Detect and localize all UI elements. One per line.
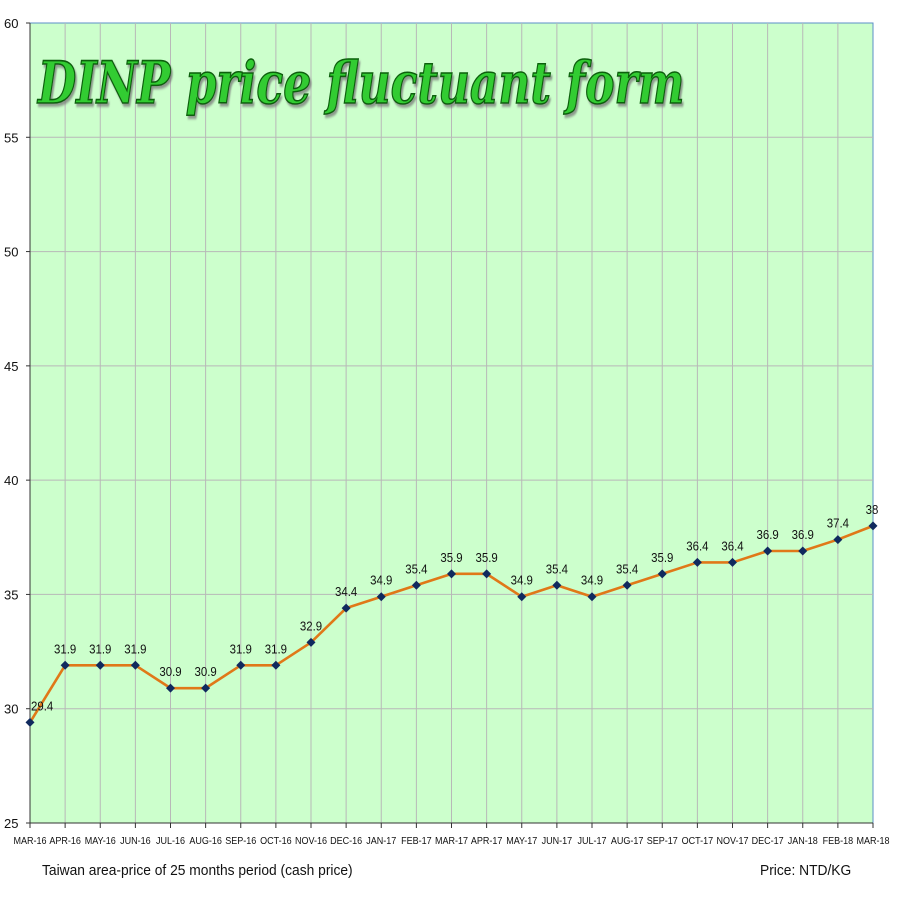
- x-tick-label: FEB-17: [401, 835, 432, 847]
- data-point-marker: [622, 580, 632, 590]
- data-point-marker: [341, 603, 351, 613]
- x-tick-label: APR-16: [49, 835, 81, 847]
- x-tick-label: MAY-16: [85, 835, 117, 847]
- x-tick-label: NOV-17: [716, 835, 748, 847]
- data-label: 35.9: [651, 550, 673, 565]
- x-tick-label: JUN-17: [542, 835, 573, 847]
- x-tick-label: JAN-18: [788, 835, 819, 847]
- data-point-marker: [517, 592, 527, 602]
- gridlines: [30, 23, 873, 823]
- y-tick-label: 50: [4, 245, 18, 260]
- x-tick-label: JUN-16: [120, 835, 151, 847]
- data-point-marker: [236, 660, 246, 670]
- x-tick-label: NOV-16: [295, 835, 328, 847]
- x-tick-label: MAR-16: [13, 835, 47, 847]
- data-label: 36.9: [792, 527, 814, 542]
- data-label: 32.9: [300, 619, 322, 634]
- data-label: 35.9: [476, 550, 498, 565]
- x-tick-label: AUG-16: [189, 835, 222, 847]
- data-point-marker: [692, 557, 702, 567]
- data-label: 31.9: [124, 642, 146, 657]
- x-tick-label: JUL-16: [156, 835, 186, 847]
- x-tick-label: OCT-16: [260, 835, 292, 847]
- x-tick-label: JAN-17: [366, 835, 396, 847]
- data-label: 31.9: [265, 642, 287, 657]
- data-point-marker: [833, 535, 843, 545]
- data-label: 31.9: [230, 642, 252, 657]
- y-tick-label: 55: [4, 130, 18, 145]
- data-point-marker: [868, 521, 878, 531]
- x-tick-label: DEC-17: [752, 835, 784, 847]
- data-point-marker: [798, 546, 808, 556]
- footer-note-left: Taiwan area-price of 25 months period (c…: [42, 862, 353, 879]
- data-label: 31.9: [89, 642, 111, 657]
- data-label: 37.4: [827, 516, 849, 531]
- data-label: 35.4: [546, 562, 568, 577]
- x-tick-label: MAY-17: [506, 835, 537, 847]
- data-label: 36.4: [686, 539, 708, 554]
- data-point-marker: [306, 637, 316, 647]
- y-tick-label: 30: [4, 702, 18, 717]
- x-tick-label: MAR-18: [856, 835, 890, 847]
- x-tick-label: FEB-18: [823, 835, 854, 847]
- y-tick-label: 60: [4, 16, 18, 31]
- data-point-marker: [657, 569, 667, 579]
- data-point-marker: [60, 660, 70, 670]
- data-point-marker: [587, 592, 597, 602]
- data-label: 34.4: [335, 584, 357, 599]
- data-label: 35.4: [405, 562, 427, 577]
- chart-title: DINP price fluctuant form: [36, 50, 684, 118]
- data-point-marker: [130, 660, 140, 670]
- data-point-marker: [552, 580, 562, 590]
- data-point-marker: [482, 569, 492, 579]
- y-tick-label: 45: [4, 359, 18, 374]
- series-dinp-price: [25, 521, 878, 727]
- data-label: 29.4: [31, 699, 53, 714]
- data-point-marker: [376, 592, 386, 602]
- x-tick-label: AUG-17: [611, 835, 644, 847]
- data-label: 34.9: [370, 573, 392, 588]
- y-tick-label: 35: [4, 587, 18, 602]
- data-label: 36.9: [757, 527, 779, 542]
- x-tick-label: DEC-16: [330, 835, 363, 847]
- x-tick-label: APR-17: [471, 835, 503, 847]
- data-label: 30.9: [159, 664, 181, 679]
- x-tick-label: SEP-16: [225, 835, 257, 847]
- data-point-marker: [271, 660, 281, 670]
- x-tick-label: JUL-17: [577, 835, 606, 847]
- data-label: 31.9: [54, 642, 76, 657]
- data-point-marker: [763, 546, 773, 556]
- data-point-marker: [25, 717, 35, 727]
- data-label: 34.9: [511, 573, 533, 588]
- data-point-marker: [95, 660, 105, 670]
- data-point-marker: [447, 569, 456, 579]
- data-point-marker: [201, 683, 211, 693]
- data-label: 30.9: [195, 664, 217, 679]
- y-tick-label: 25: [4, 816, 18, 831]
- y-tick-label: 40: [4, 473, 18, 488]
- data-label: 36.4: [721, 539, 743, 554]
- data-point-marker: [728, 557, 737, 567]
- data-label: 35.9: [440, 550, 462, 565]
- x-tick-label: OCT-17: [682, 835, 714, 847]
- data-point-marker: [411, 580, 421, 590]
- data-label: 38: [866, 502, 879, 517]
- x-tick-label: MAR-17: [435, 835, 468, 847]
- data-point-marker: [166, 683, 175, 693]
- data-label: 35.4: [616, 562, 638, 577]
- data-labels: 29.4 31.9 31.9 31.9 30.9 30.9 31.9 31.9 32.9 34.4…: [31, 502, 879, 713]
- axes: 25 30 35 40 45 50 55 60 MAR-16 APR-16 MAY-16 JUN-16…: [4, 16, 890, 847]
- data-label: 34.9: [581, 573, 603, 588]
- x-tick-label: SEP-17: [647, 835, 678, 847]
- footer-note-right: Price: NTD/KG: [760, 862, 852, 879]
